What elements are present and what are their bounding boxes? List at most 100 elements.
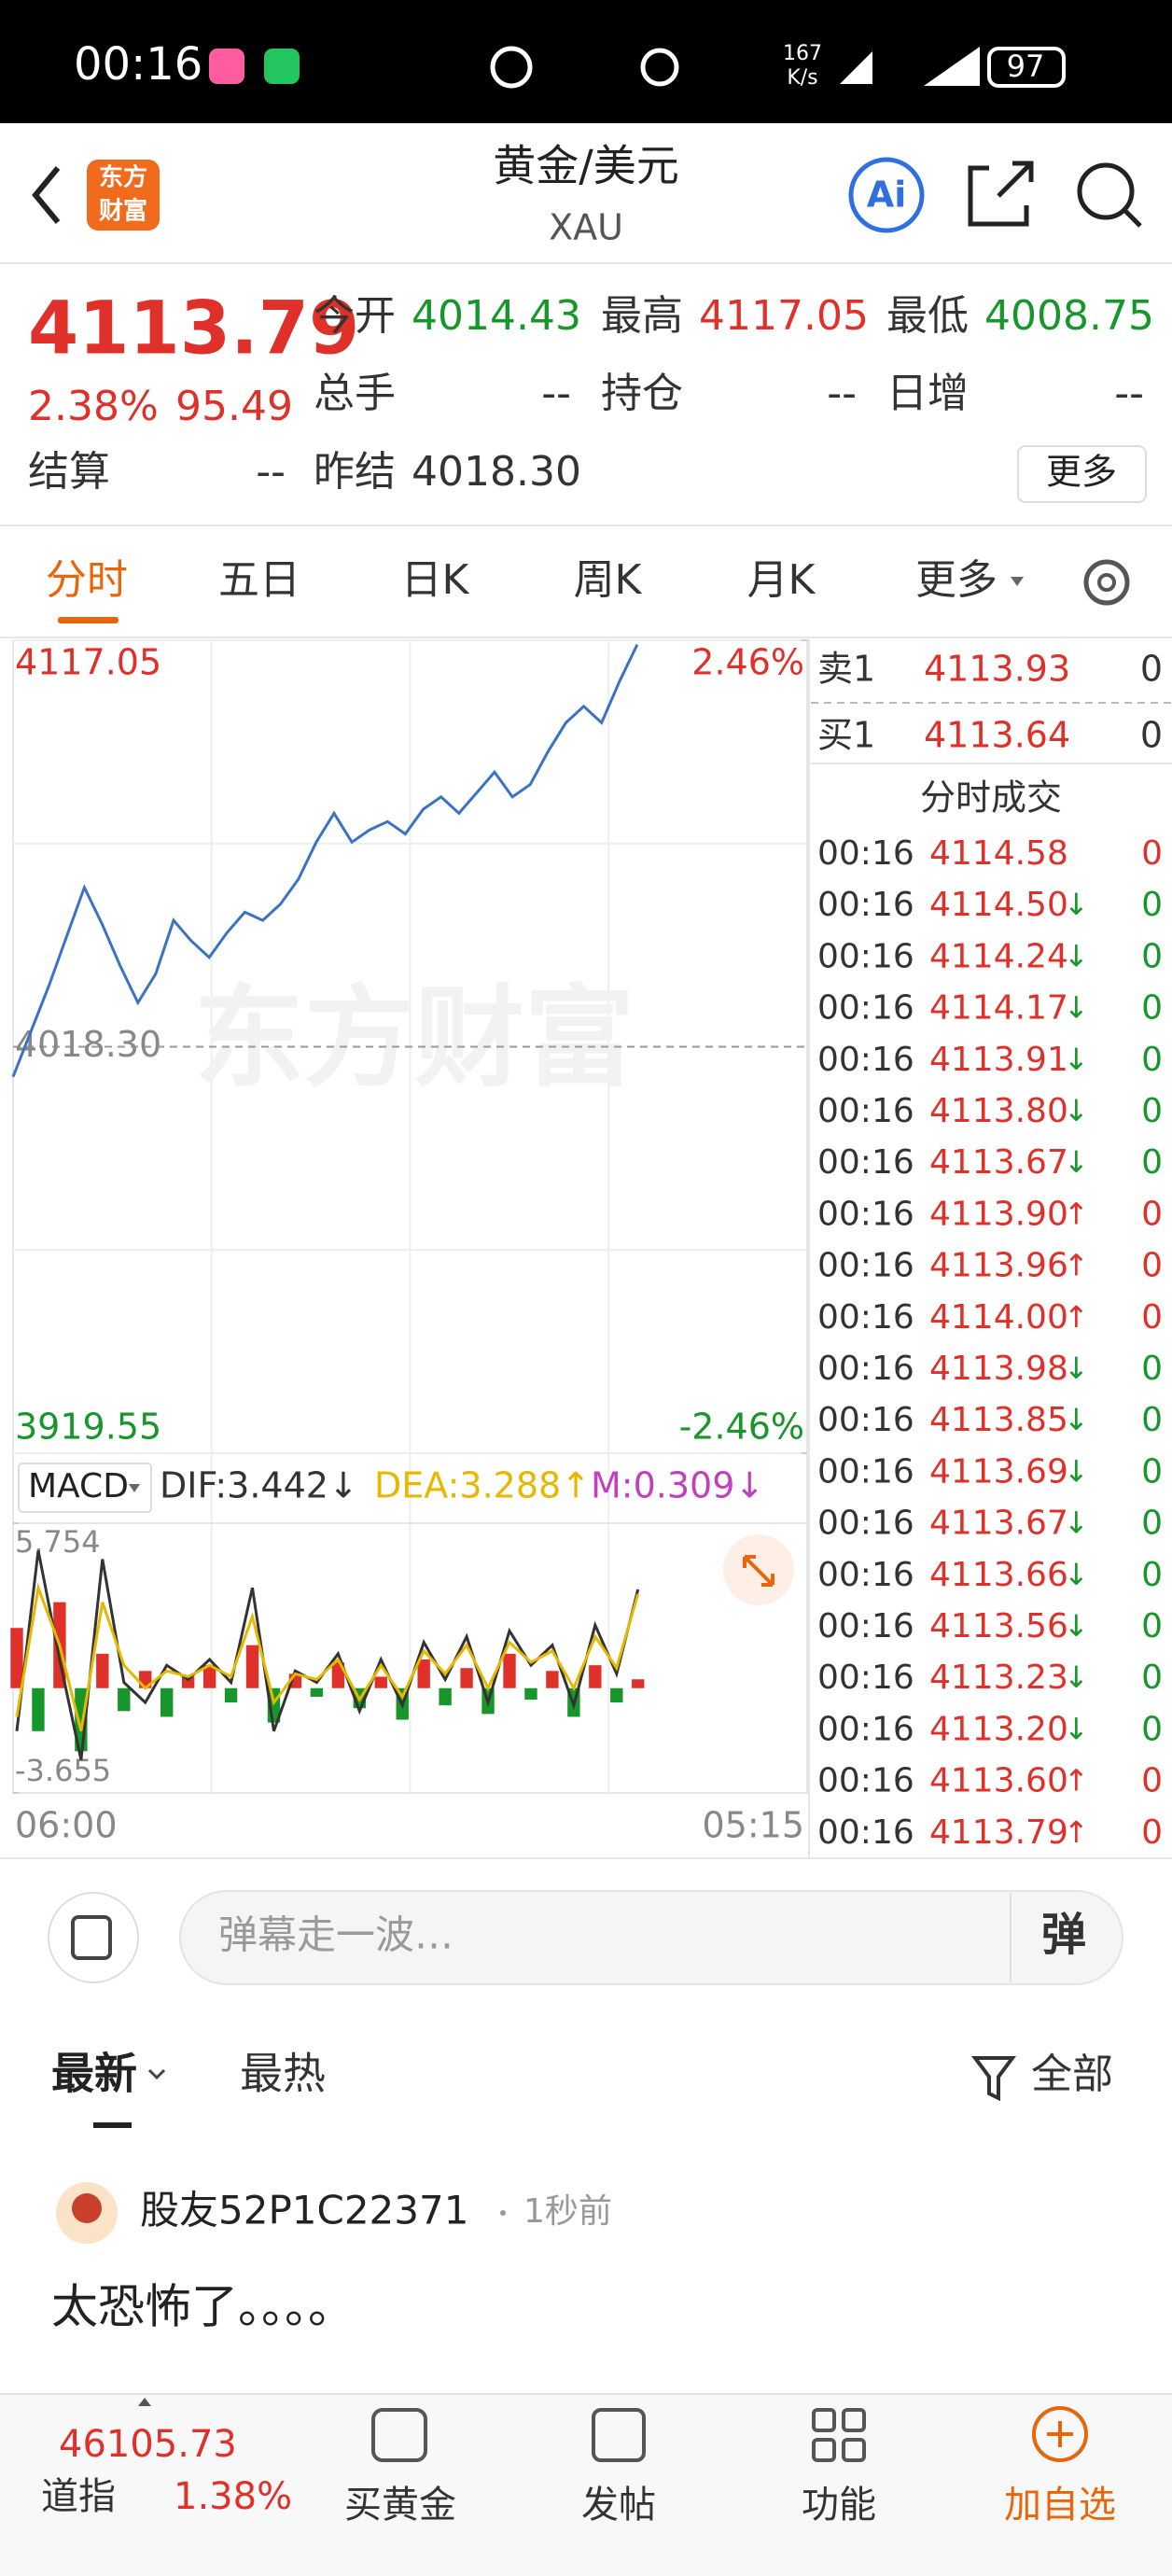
dif-label: DIF:3.442↓ (160, 1465, 358, 1506)
index-change[interactable]: 1.38% (174, 2475, 292, 2518)
macd-bar (331, 1662, 345, 1688)
trade-volume: 0 (1141, 1659, 1163, 1697)
field-label: 最高 (601, 292, 683, 340)
trade-time: 00:16 (817, 1350, 914, 1388)
tab[interactable]: 五日 (218, 556, 300, 604)
field-label: 总手 (314, 370, 396, 417)
trade-arrow: ↓ (1064, 938, 1089, 973)
danmaku-settings[interactable] (48, 1892, 139, 1983)
macd-bar (96, 1653, 109, 1688)
search-handle (1123, 208, 1142, 228)
trade-arrow: ↓ (1064, 1505, 1089, 1541)
tab[interactable]: 月K (747, 556, 816, 604)
field-label: 最低 (886, 292, 969, 340)
trade-price: 4113.56 (929, 1607, 1068, 1645)
nav-label[interactable]: 发帖 (581, 2484, 656, 2527)
macd-tick-label: 5.754 (15, 1524, 101, 1560)
book-price: 4113.64 (924, 715, 1070, 756)
trade-volume: 0 (1141, 1607, 1163, 1645)
index-value[interactable]: 46105.73 (59, 2423, 237, 2466)
trade-volume: 0 (1141, 1143, 1163, 1182)
trades-title: 分时成交 (920, 777, 1062, 819)
ai-button[interactable] (848, 157, 925, 233)
field-value: 4117.05 (699, 292, 869, 340)
feed-tab[interactable]: 最热 (240, 2049, 326, 2099)
settings-button[interactable] (1083, 559, 1130, 606)
macd-bar (439, 1687, 452, 1706)
trade-arrow: ↓ (1064, 1557, 1089, 1592)
field-value: -- (256, 448, 286, 496)
macd-bar (610, 1687, 623, 1703)
index-name[interactable]: 道指 (41, 2475, 116, 2518)
trade-arrow: ↓ (1064, 1659, 1089, 1695)
more-label[interactable]: 更多 (1046, 452, 1117, 493)
tab[interactable]: 周K (574, 556, 643, 604)
trade-arrow: ↑ (1064, 1196, 1089, 1231)
page-title: 黄金/美元 (493, 141, 679, 191)
nav-label[interactable]: 功能 (802, 2484, 876, 2527)
search-button[interactable] (1077, 162, 1135, 220)
trade-time: 00:16 (817, 1247, 914, 1285)
trade-volume: 0 (1141, 886, 1163, 924)
trade-volume: 0 (1141, 1452, 1163, 1491)
trade-price: 4113.66 (929, 1556, 1068, 1594)
trade-volume: 0 (1141, 1556, 1163, 1594)
macd-bar (181, 1676, 195, 1688)
danmaku-button[interactable]: 弹 (1041, 1909, 1086, 1961)
trade-time: 00:16 (817, 1452, 914, 1491)
status-icon (490, 46, 533, 89)
filter-label[interactable]: 全部 (1031, 2051, 1113, 2098)
nav-icon[interactable] (812, 2408, 866, 2462)
trade-volume: 0 (1141, 1762, 1163, 1800)
trade-price: 4113.79 (929, 1813, 1068, 1852)
nav-icon[interactable] (371, 2408, 427, 2462)
more-button[interactable] (1017, 445, 1147, 503)
dea-line (15, 1582, 640, 1732)
nav-icon[interactable] (1032, 2406, 1088, 2462)
post-user[interactable]: 股友52P1C22371 (140, 2188, 468, 2233)
trade-price: 4113.20 (929, 1710, 1068, 1748)
dropdown-arrow (1011, 577, 1024, 586)
nav-icon[interactable] (592, 2408, 646, 2462)
macd-label[interactable]: MACD (28, 1467, 129, 1505)
m-label: M:0.309↓ (591, 1465, 764, 1506)
trade-arrow: ↑ (1064, 1248, 1089, 1283)
tab[interactable]: 分时 (46, 556, 128, 604)
tab[interactable]: 更多 (915, 556, 998, 604)
wifi-icon (840, 51, 872, 84)
tab[interactable]: 日K (401, 556, 470, 604)
danmaku-icon (71, 1915, 112, 1960)
logo (87, 160, 160, 231)
trade-arrow: ↑ (1064, 1299, 1089, 1335)
trade-price: 4113.80 (929, 1092, 1068, 1130)
trade-arrow: ↓ (1064, 1711, 1089, 1746)
trade-price: 4113.98 (929, 1350, 1068, 1388)
filter-icon[interactable] (971, 2056, 1016, 2102)
nav-label[interactable]: 买黄金 (344, 2484, 456, 2527)
signal-icon (924, 47, 980, 86)
macd-bar (10, 1628, 23, 1688)
trade-arrow: ↓ (1064, 1608, 1089, 1644)
macd-bar (202, 1665, 216, 1688)
input-placeholder[interactable]: 弹幕走一波… (218, 1912, 453, 1958)
comment-input[interactable] (179, 1890, 1123, 1985)
book-label: 买1 (817, 715, 875, 756)
trade-price: 4113.91 (929, 1041, 1068, 1079)
y-tick-label: 4018.30 (15, 1024, 161, 1065)
post-text[interactable]: 太恐怖了。。。。 (51, 2280, 355, 2334)
share-button[interactable] (968, 161, 1034, 227)
back-button[interactable] (32, 166, 61, 224)
nav-label[interactable]: 加自选 (1004, 2484, 1116, 2527)
price-line (11, 643, 639, 1078)
tab-indicator (58, 617, 119, 623)
macd-bar (524, 1687, 537, 1701)
trade-volume: 0 (1141, 1350, 1163, 1388)
trade-arrow: ↓ (1064, 1093, 1089, 1128)
macd-selector[interactable] (18, 1463, 152, 1513)
feed-tab[interactable]: 最新 (51, 2049, 137, 2099)
logo-text: 财富 (99, 197, 147, 226)
macd-tick-label: -3.655 (15, 1753, 111, 1788)
last-price: 4113.79 (28, 287, 359, 371)
trade-price: 4114.50 (929, 886, 1068, 924)
